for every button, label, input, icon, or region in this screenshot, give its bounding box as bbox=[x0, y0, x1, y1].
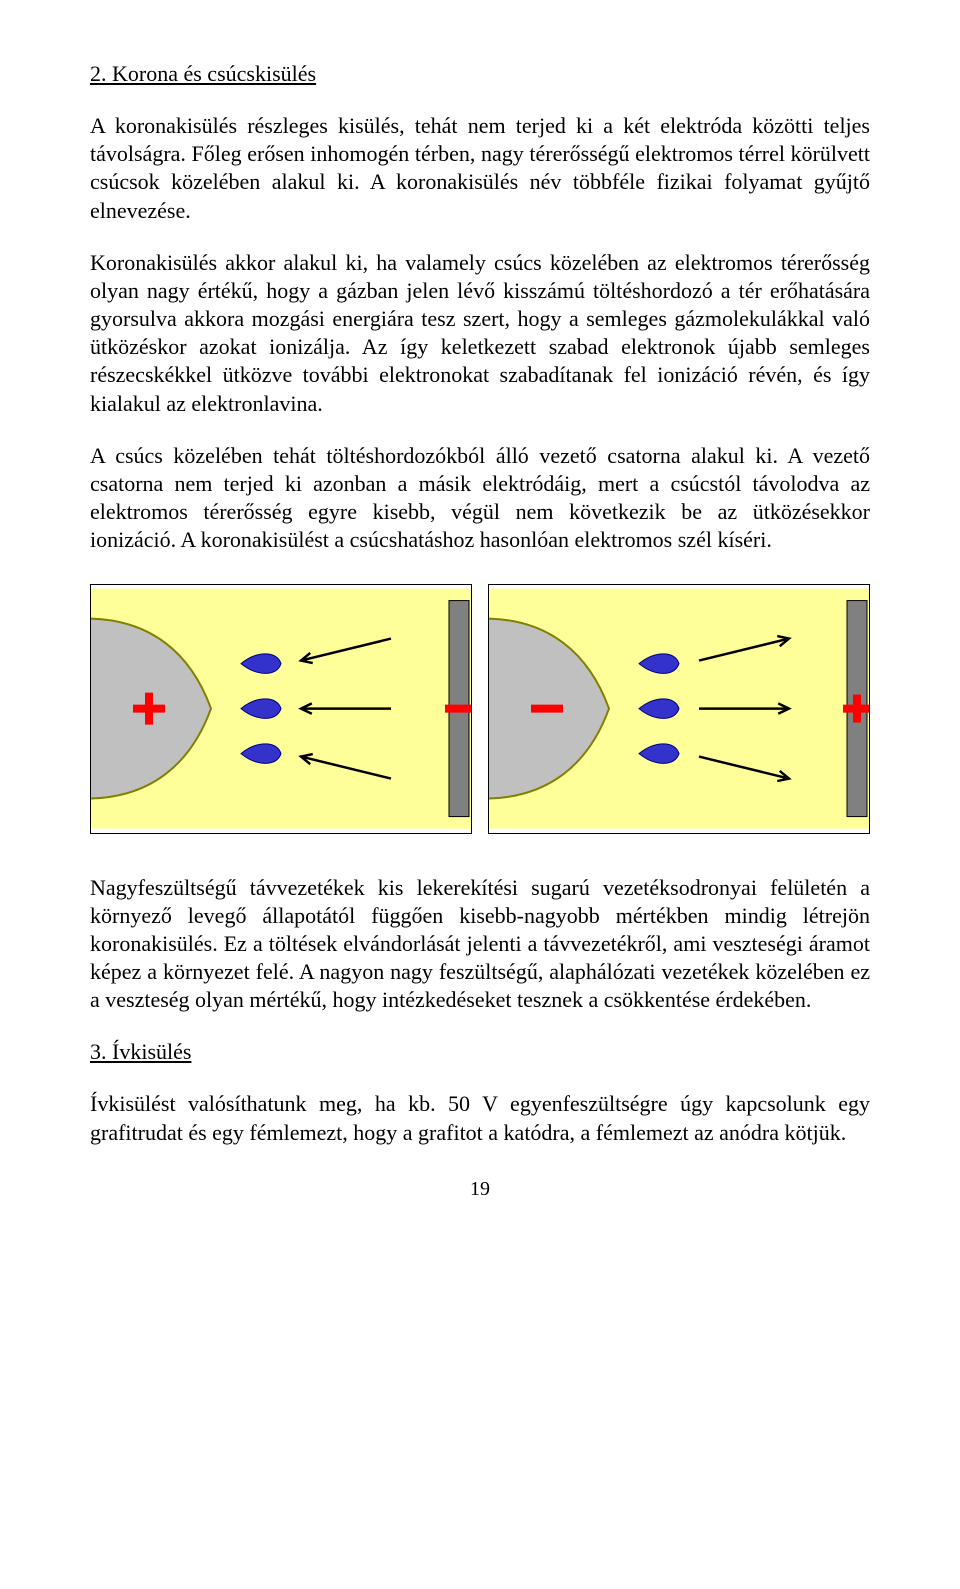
corona-panel-svg bbox=[489, 585, 869, 832]
diagram-panel-left bbox=[90, 584, 472, 833]
corona-diagram-row bbox=[90, 584, 870, 833]
paragraph-2: Koronakisülés akkor alakul ki, ha valame… bbox=[90, 249, 870, 418]
paragraph-4: Nagyfeszültségű távvezetékek kis lekerek… bbox=[90, 874, 870, 1015]
paragraph-5: Ívkisülést valósíthatunk meg, ha kb. 50 … bbox=[90, 1090, 870, 1146]
paragraph-1: A koronakisülés részleges kisülés, tehát… bbox=[90, 112, 870, 225]
paragraph-3: A csúcs közelében tehát töltéshordozókbó… bbox=[90, 442, 870, 555]
page-container: 2. Korona és csúcskisülés A koronakisülé… bbox=[0, 0, 960, 1242]
section-heading-3: 3. Ívkisülés bbox=[90, 1038, 870, 1066]
page-number: 19 bbox=[90, 1177, 870, 1203]
diagram-panel-right bbox=[488, 584, 870, 833]
section-heading-2: 2. Korona és csúcskisülés bbox=[90, 60, 870, 88]
corona-panel-svg bbox=[91, 585, 471, 832]
